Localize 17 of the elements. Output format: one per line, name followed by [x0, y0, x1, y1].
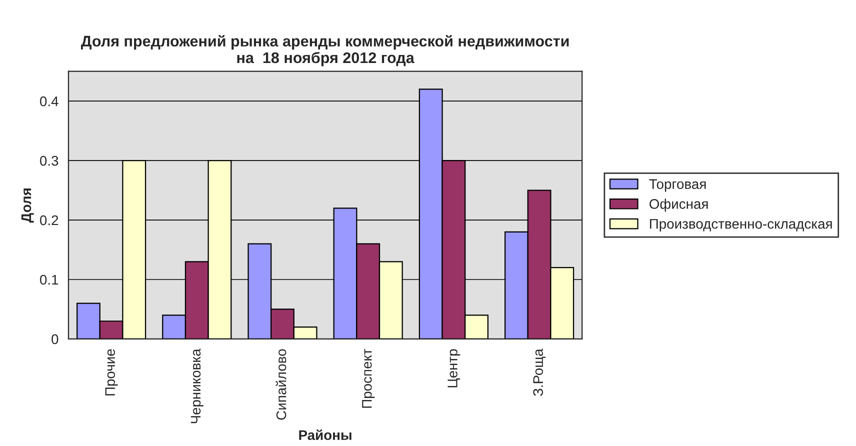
y-tick-label: 0 — [52, 334, 58, 344]
legend-label: Производственно-складская — [650, 219, 832, 232]
legend-label: Офисная — [650, 198, 708, 212]
x-tick-label: Черниковка — [190, 348, 204, 424]
chart-title: Доля предложений рынка аренды коммерческой недвижимости на 18 ноября 2012 года — [80, 35, 569, 66]
x-tick-label: З.Роща — [533, 348, 546, 396]
y-tick-label: 0.3 — [40, 156, 58, 166]
y-tick-label: 0.4 — [40, 96, 58, 106]
x-tick-label: Сипайлово — [276, 349, 286, 420]
y-tick-label: 0.2 — [40, 215, 58, 226]
x-tick-label: Прочие — [105, 349, 118, 396]
x-axis-title: Районы — [299, 430, 352, 440]
x-tick-label: Центр — [448, 349, 460, 388]
x-tick-label: Проспект — [362, 348, 375, 408]
legend-label: Торговая — [649, 179, 706, 192]
y-axis-title: Доля — [21, 188, 34, 223]
y-tick-label: 0.1 — [40, 274, 58, 285]
